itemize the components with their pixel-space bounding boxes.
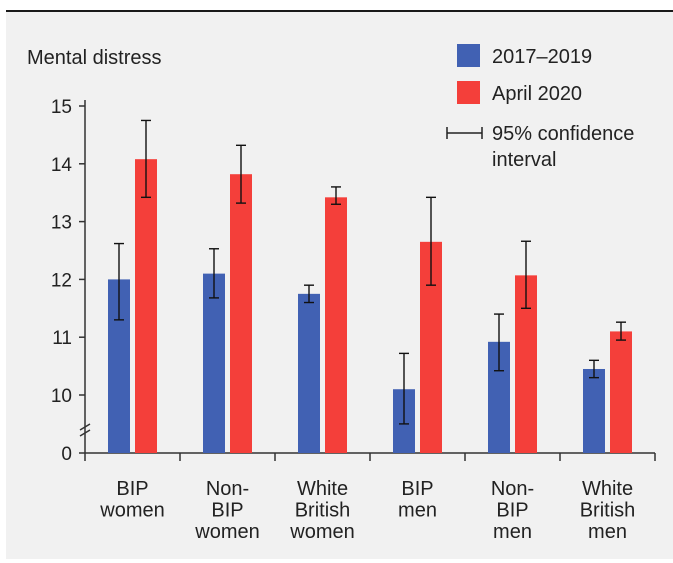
category-label: White xyxy=(297,478,348,500)
legend-label-ci-line2: interval xyxy=(492,149,556,171)
category-label: British xyxy=(580,500,636,522)
bar-april-2020-3 xyxy=(420,241,442,453)
error-bar-april-2020-4 xyxy=(521,240,531,309)
error-bar-april-2020-1 xyxy=(236,144,246,204)
category-label: men xyxy=(398,500,437,522)
y-tick-label: 10 xyxy=(51,386,72,407)
bar-april-2020-4 xyxy=(515,275,537,453)
bar-2017-2019-4 xyxy=(488,341,510,453)
bar-2017-2019-1 xyxy=(203,273,225,453)
y-tick-label: 11 xyxy=(52,328,72,349)
y-tick-label: 12 xyxy=(51,270,72,291)
category-label: BIP xyxy=(211,500,243,522)
legend-label-april-2020: April 2020 xyxy=(492,83,582,105)
category-label: women xyxy=(289,521,354,543)
category-label: Non- xyxy=(206,478,249,500)
category-label: BIP xyxy=(496,500,528,522)
legend-swatch-2017-2019 xyxy=(457,44,480,67)
bars xyxy=(108,159,632,454)
axis-break-mark xyxy=(79,429,91,437)
error-bar-april-2020-5 xyxy=(616,321,626,341)
y-tick-label: 13 xyxy=(51,213,72,234)
error-bar-2017-2019-4 xyxy=(494,313,504,372)
error-bar-april-2020-2 xyxy=(331,186,341,205)
legend: 2017–2019 April 2020 95% confidence inte… xyxy=(446,44,634,171)
bar-2017-2019-0 xyxy=(108,279,130,453)
error-bar-2017-2019-5 xyxy=(589,359,599,379)
category-label: women xyxy=(194,521,259,543)
y-tick-label: 0 xyxy=(61,444,72,465)
bar-2017-2019-2 xyxy=(298,293,320,453)
y-axis-label: Mental distress xyxy=(27,47,162,69)
axis-break-mark xyxy=(79,423,91,431)
top-rule xyxy=(6,10,673,12)
error-bar-april-2020-3 xyxy=(426,196,436,286)
category-label: BIP xyxy=(116,478,148,500)
category-label: White xyxy=(582,478,633,500)
category-label: men xyxy=(588,521,627,543)
category-label: men xyxy=(493,521,532,543)
category-labels: BIPwomenNon-BIPwomenWhiteBritishwomenBIP… xyxy=(99,478,635,543)
bar-april-2020-5 xyxy=(610,331,632,453)
bar-2017-2019-5 xyxy=(583,368,605,453)
category-label: Non- xyxy=(491,478,534,500)
y-tick-label: 15 xyxy=(51,97,72,118)
category-label: women xyxy=(99,500,164,522)
error-bar-2017-2019-1 xyxy=(209,248,219,299)
legend-label-2017-2019: 2017–2019 xyxy=(492,46,592,68)
legend-ci-icon xyxy=(446,127,483,139)
category-label: British xyxy=(295,500,351,522)
bar-april-2020-1 xyxy=(230,174,252,454)
error-bar-2017-2019-2 xyxy=(304,284,314,304)
error-bar-2017-2019-0 xyxy=(114,242,124,321)
error-bar-2017-2019-3 xyxy=(399,352,409,425)
bar-april-2020-2 xyxy=(325,197,347,453)
y-ticks: 0 10 11 12 13 14 15 xyxy=(51,97,85,465)
error-bar-april-2020-0 xyxy=(141,119,151,199)
error-bars xyxy=(114,119,626,425)
x-ticks xyxy=(84,453,656,461)
y-tick-label: 14 xyxy=(51,155,73,176)
bar-april-2020-0 xyxy=(135,159,157,453)
legend-label-ci-line1: 95% confidence xyxy=(492,123,634,145)
category-label: BIP xyxy=(401,478,433,500)
legend-swatch-april-2020 xyxy=(457,81,480,104)
